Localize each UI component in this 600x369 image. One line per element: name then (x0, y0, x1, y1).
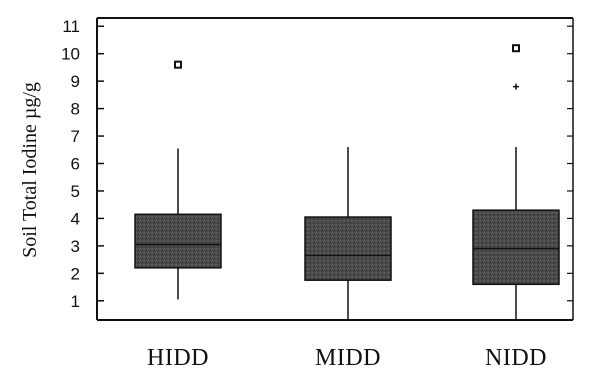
y-tick-label: 11 (62, 17, 80, 36)
y-tick-label: 7 (71, 127, 80, 146)
y-axis-title: Soil Total Iodine µg/g (19, 82, 41, 258)
boxes-layer (134, 44, 560, 320)
y-tick-label: 3 (71, 237, 80, 256)
box-hidd (134, 60, 222, 300)
outlier-square-marker (512, 44, 520, 53)
category-label-midd: MIDD (315, 345, 381, 369)
y-tick-label: 8 (71, 100, 80, 119)
category-label-nidd: NIDD (485, 345, 547, 369)
interquartile-box (472, 209, 560, 286)
y-tick-label: 1 (71, 292, 80, 311)
interquartile-box (134, 213, 222, 269)
interquartile-box (304, 216, 392, 281)
y-axis-ticks: 1 2 3 4 5 6 7 8 9 10 11 (61, 17, 573, 311)
category-labels: HIDD MIDD NIDD (147, 345, 547, 369)
y-tick-label: 6 (71, 155, 80, 174)
y-tick-label: 4 (71, 209, 80, 228)
y-tick-label: 2 (71, 264, 80, 283)
y-tick-label: 10 (61, 45, 80, 64)
plot-frame (96, 17, 574, 321)
outlier-plus-marker (513, 83, 519, 90)
box-nidd (472, 44, 560, 320)
outlier-square-marker (174, 60, 182, 69)
y-tick-label: 5 (71, 182, 80, 201)
category-label-hidd: HIDD (147, 345, 209, 369)
box-midd (304, 147, 392, 320)
y-tick-label: 9 (71, 72, 80, 91)
